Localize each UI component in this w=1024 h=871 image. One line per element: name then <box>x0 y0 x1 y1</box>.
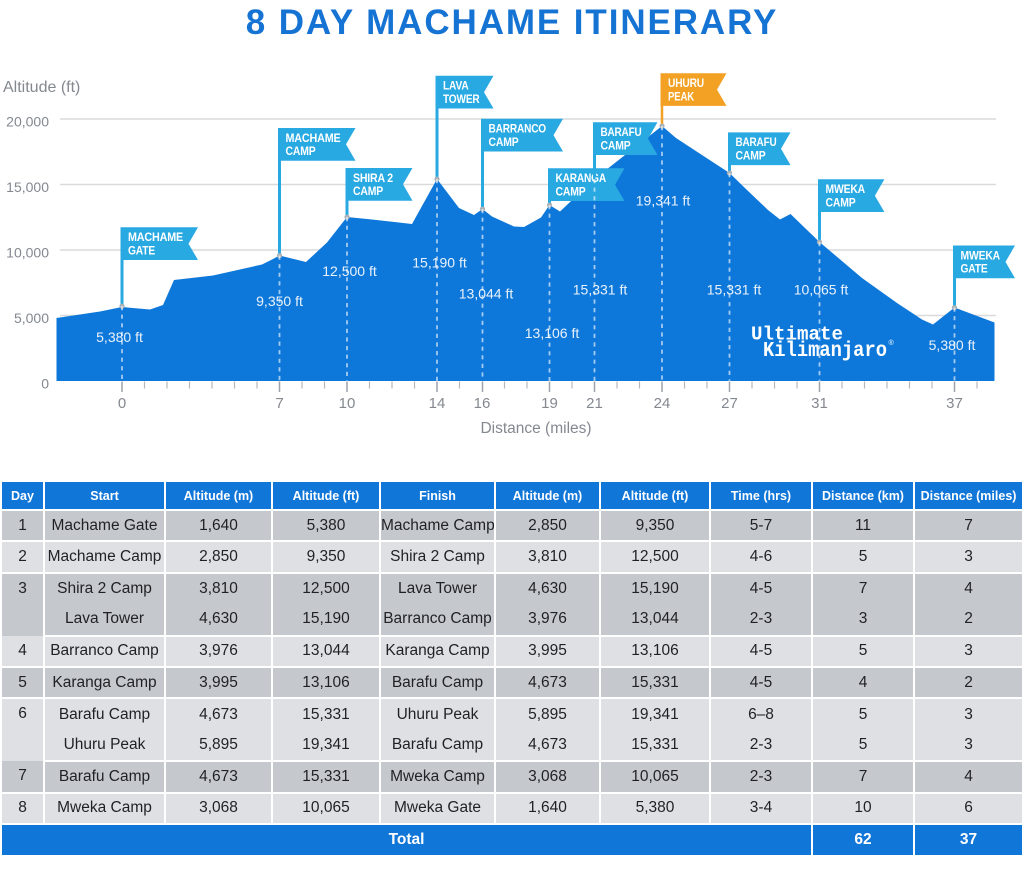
svg-text:15,331 ft: 15,331 ft <box>573 282 628 298</box>
svg-text:24: 24 <box>654 395 671 412</box>
svg-text:BARRANCO: BARRANCO <box>489 122 547 136</box>
svg-text:PEAK: PEAK <box>668 89 694 103</box>
svg-text:BARAFU: BARAFU <box>601 125 642 139</box>
svg-text:31: 31 <box>811 395 828 412</box>
svg-text:5,380 ft: 5,380 ft <box>96 329 143 345</box>
svg-text:MWEKA: MWEKA <box>826 182 866 196</box>
svg-text:CAMP: CAMP <box>353 184 383 198</box>
svg-text:Ultimate: Ultimate <box>751 324 843 346</box>
svg-text:0: 0 <box>118 395 126 412</box>
svg-text:®: ® <box>889 339 895 347</box>
svg-text:TOWER: TOWER <box>443 92 480 106</box>
svg-text:15,190 ft: 15,190 ft <box>412 255 467 271</box>
svg-text:GATE: GATE <box>128 244 155 258</box>
svg-text:MACHAME: MACHAME <box>128 230 183 244</box>
svg-text:MACHAME: MACHAME <box>286 131 341 145</box>
svg-text:13,044 ft: 13,044 ft <box>459 286 514 302</box>
svg-text:BARAFU: BARAFU <box>736 135 777 149</box>
svg-text:CAMP: CAMP <box>489 135 519 149</box>
svg-text:19: 19 <box>541 395 558 412</box>
svg-text:UHURU: UHURU <box>668 76 704 90</box>
svg-text:Altitude (ft): Altitude (ft) <box>3 79 80 96</box>
svg-text:5,380 ft: 5,380 ft <box>929 337 976 353</box>
svg-text:21: 21 <box>586 395 603 412</box>
svg-text:10: 10 <box>339 395 356 412</box>
svg-text:GATE: GATE <box>961 262 988 276</box>
svg-text:20,000: 20,000 <box>6 114 49 130</box>
svg-text:CAMP: CAMP <box>286 144 316 158</box>
svg-text:15,331 ft: 15,331 ft <box>707 282 762 298</box>
svg-text:SHIRA 2: SHIRA 2 <box>353 171 393 185</box>
svg-text:Kilimanjaro: Kilimanjaro <box>763 340 887 363</box>
svg-text:15,000: 15,000 <box>6 179 49 195</box>
svg-text:27: 27 <box>721 395 738 412</box>
svg-text:CAMP: CAMP <box>736 149 766 163</box>
svg-text:MWEKA: MWEKA <box>961 248 1001 262</box>
svg-text:19,341 ft: 19,341 ft <box>636 193 691 209</box>
svg-text:13,106 ft: 13,106 ft <box>525 325 580 341</box>
svg-text:16: 16 <box>474 395 491 412</box>
svg-text:0: 0 <box>41 376 49 392</box>
svg-text:CAMP: CAMP <box>556 185 586 199</box>
svg-text:5,000: 5,000 <box>14 310 49 326</box>
svg-text:10,065 ft: 10,065 ft <box>794 282 849 298</box>
svg-text:KARANGA: KARANGA <box>556 171 607 185</box>
svg-text:7: 7 <box>275 395 283 412</box>
svg-text:CAMP: CAMP <box>601 139 631 153</box>
svg-text:CAMP: CAMP <box>826 196 856 210</box>
svg-text:14: 14 <box>429 395 446 412</box>
svg-text:LAVA: LAVA <box>443 79 469 93</box>
svg-text:37: 37 <box>946 395 963 412</box>
svg-text:10,000: 10,000 <box>6 245 49 261</box>
svg-text:Distance (miles): Distance (miles) <box>480 420 591 437</box>
svg-text:12,500 ft: 12,500 ft <box>322 263 377 279</box>
